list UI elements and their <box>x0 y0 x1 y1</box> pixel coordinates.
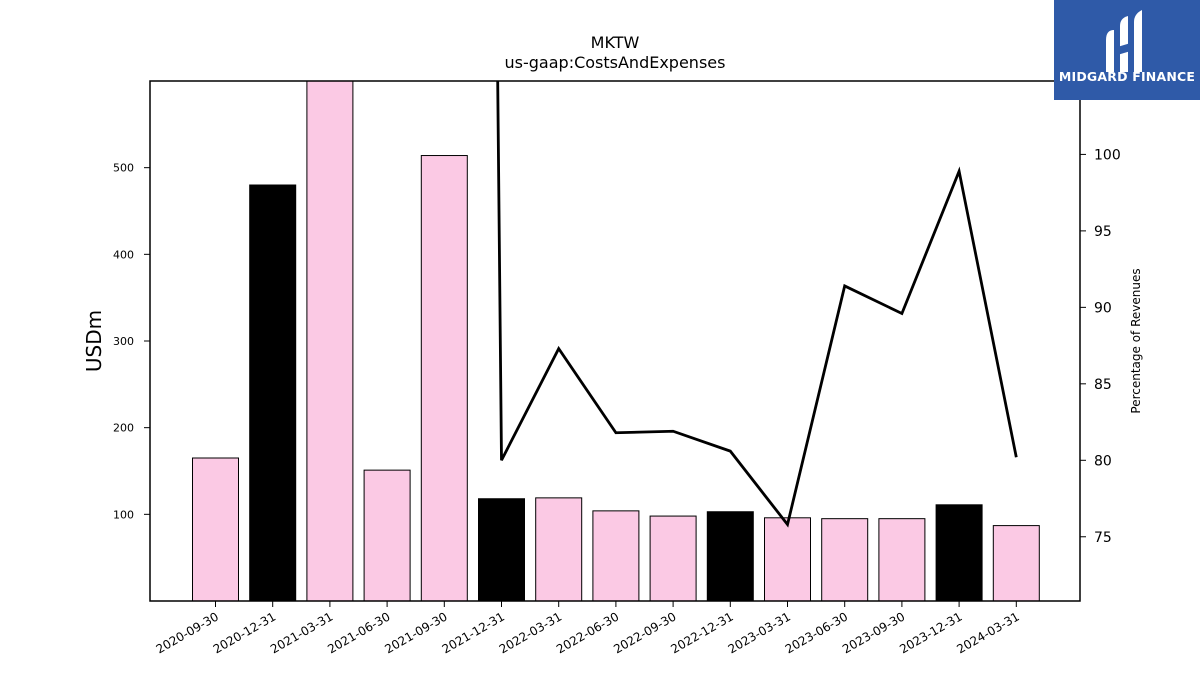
x-tick-label: 2021-03-31 <box>268 609 335 656</box>
x-tick-label: 2022-03-31 <box>497 609 564 656</box>
y2-tick-label: 100 <box>1094 147 1121 163</box>
line-path <box>496 81 1018 528</box>
y2-tick-label: 75 <box>1094 530 1112 546</box>
bar <box>478 498 525 602</box>
x-tick-label: 2023-12-31 <box>897 609 964 656</box>
y-tick-label: 500 <box>113 162 134 175</box>
y-tick-label: 200 <box>113 422 134 435</box>
y-tick-label: 100 <box>113 508 134 521</box>
y-tick-label: 400 <box>113 248 134 261</box>
y2-tick-label: 80 <box>1094 453 1112 469</box>
logo-text: MIDGARD FINANCE <box>1058 69 1196 84</box>
x-tick-label: 2020-09-30 <box>154 609 221 656</box>
x-axis: 2020-09-302020-12-312021-03-312021-06-30… <box>154 601 1022 656</box>
bar <box>706 511 754 602</box>
bar <box>878 518 926 602</box>
x-tick-label: 2021-06-30 <box>325 609 392 656</box>
bar <box>535 497 583 602</box>
bar <box>249 184 297 602</box>
y-axis-label: USDm <box>82 310 106 372</box>
y2-tick-label: 90 <box>1094 300 1112 316</box>
bar <box>935 504 983 602</box>
y-tick-label: 300 <box>113 335 134 348</box>
bar <box>192 457 239 602</box>
chart-title: MKTW <box>591 33 640 52</box>
bar <box>764 517 811 602</box>
x-tick-label: 2022-12-31 <box>668 609 735 656</box>
y2-tick-label: 95 <box>1094 224 1112 240</box>
chart-subtitle: us-gaap:CostsAndExpenses <box>505 53 726 72</box>
bar-series <box>192 80 1040 602</box>
bar <box>420 155 468 602</box>
x-tick-label: 2023-09-30 <box>840 609 907 656</box>
x-tick-label: 2023-06-30 <box>783 609 850 656</box>
midgard-finance-logo: MIDGARD FINANCE <box>1054 0 1200 100</box>
bar <box>306 80 354 602</box>
midgard-logo-icon <box>1106 10 1142 72</box>
x-tick-label: 2022-06-30 <box>554 609 621 656</box>
y2-tick-label: 85 <box>1094 377 1112 393</box>
y-axis-left: 100 200 300 400 500 <box>113 162 150 521</box>
bar <box>592 510 640 602</box>
y2-axis-label: Percentage of Revenues <box>1129 268 1143 413</box>
y-axis-right: 75 80 85 90 95 100 <box>1080 147 1121 546</box>
x-tick-label: 2022-09-30 <box>611 609 678 656</box>
x-tick-label: 2020-12-31 <box>211 609 278 656</box>
bar <box>821 518 869 602</box>
x-tick-label: 2023-03-31 <box>726 609 793 656</box>
x-tick-label: 2024-03-31 <box>954 609 1021 656</box>
line-series <box>496 81 1018 528</box>
bar <box>649 515 697 602</box>
bar <box>992 525 1040 602</box>
x-tick-label: 2021-09-30 <box>382 609 449 656</box>
bar <box>363 469 411 602</box>
x-tick-label: 2021-12-31 <box>440 609 507 656</box>
